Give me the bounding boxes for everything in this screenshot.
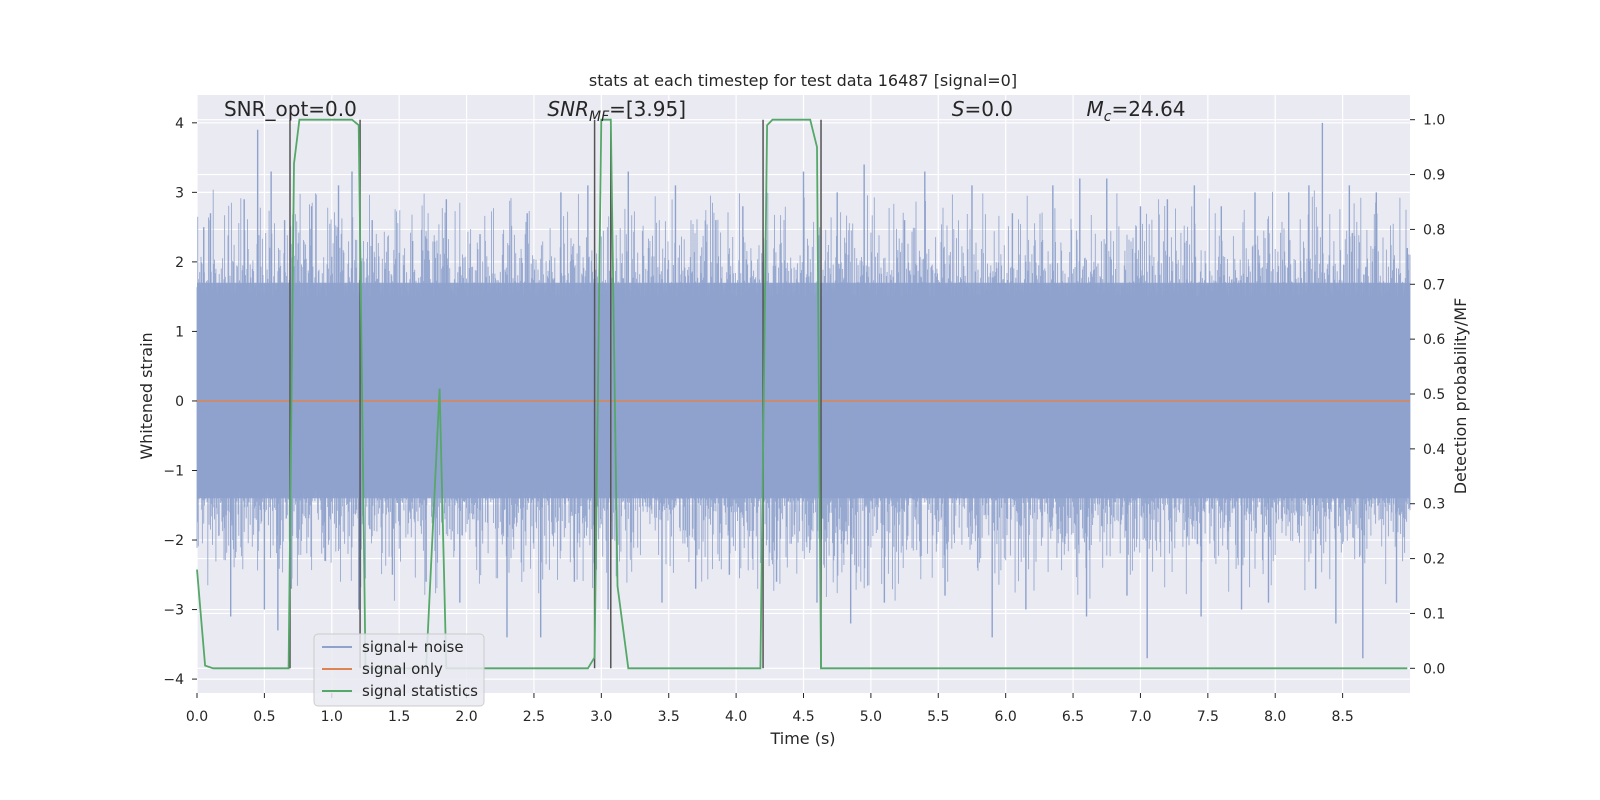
x-tick-label: 2.0 (455, 709, 477, 725)
y-tick-label: 4 (175, 116, 184, 132)
y-axis-right: 0.0 0.1 0.2 0.3 0.4 0.5 0.6 0.7 0.8 0.9 1.0 (1410, 113, 1445, 677)
x-tick-label: 5.5 (927, 709, 949, 725)
y-tick-label: −2 (163, 533, 184, 549)
y2-tick-label: 0.0 (1423, 661, 1445, 677)
legend-label: signal+ noise (362, 638, 464, 656)
y-tick-label: 2 (175, 255, 184, 271)
y2-tick-label: 0.6 (1423, 332, 1445, 348)
y-tick-label: −3 (163, 603, 184, 619)
y2-tick-label: 0.1 (1423, 606, 1445, 622)
y-axis-left: −4 −3 −2 −1 0 1 2 3 4 (163, 116, 197, 688)
y2-tick-label: 0.9 (1423, 168, 1445, 184)
legend-box (313, 633, 485, 707)
y2-tick-label: 0.8 (1423, 222, 1445, 238)
series-lines (196, 118, 1410, 670)
annotation-text: Mc=24.64 (1087, 97, 1186, 125)
x-tick-label: 5.0 (860, 709, 882, 725)
annotations: SNR_opt=0.0 SNRMF=[3.95] S=0.0 Mc=24.64 (224, 97, 1186, 125)
x-tick-label: 2.5 (523, 709, 545, 725)
y2-tick-label: 0.4 (1423, 442, 1445, 458)
x-tick-label: 4.5 (792, 709, 814, 725)
annotation-text: S=0.0 (952, 97, 1013, 121)
x-tick-label: 7.0 (1129, 709, 1151, 725)
legend-label: signal only (362, 660, 443, 678)
y-tick-label: −4 (163, 672, 184, 688)
x-tick-label: 3.5 (658, 709, 680, 725)
x-tick-label: 6.0 (995, 709, 1017, 725)
y2-axis-title: Detection probability/MF (1451, 298, 1470, 495)
chart-title: stats at each timestep for test data 164… (589, 71, 1017, 90)
y2-tick-label: 1.0 (1423, 113, 1445, 129)
x-tick-label: 6.5 (1062, 709, 1084, 725)
x-axis: 0.0 0.5 1.0 1.5 2.0 2.5 3.0 3.5 4.0 4.5 5.0 5.5 6.0 6… (186, 693, 1354, 725)
y2-tick-label: 0.3 (1423, 497, 1445, 513)
y-tick-label: −1 (163, 463, 184, 479)
y-tick-label: 1 (175, 324, 184, 340)
x-tick-label: 8.0 (1264, 709, 1286, 725)
y-tick-label: 3 (175, 185, 184, 201)
x-tick-label: 3.0 (590, 709, 612, 725)
x-tick-label: 0.0 (186, 709, 208, 725)
x-tick-label: 1.5 (388, 709, 410, 725)
annotation-text: SNRMF=[3.95] (547, 97, 686, 125)
x-tick-label: 4.0 (725, 709, 747, 725)
x-tick-label: 0.5 (253, 709, 275, 725)
series-signal-plus-noise (196, 122, 1411, 659)
y-axis-title: Whitened strain (137, 332, 156, 459)
y2-tick-label: 0.2 (1423, 552, 1445, 568)
y2-tick-label: 0.7 (1423, 277, 1445, 293)
y-tick-label: 0 (175, 394, 184, 410)
legend-label: signal statistics (362, 682, 478, 700)
legend: signal+ noise signal only signal statistic… (313, 633, 485, 707)
annotation-text: SNR_opt=0.0 (224, 97, 357, 121)
y2-tick-label: 0.5 (1423, 387, 1445, 403)
x-axis-title: Time (s) (769, 729, 835, 748)
series-signal-statistics (196, 118, 1408, 670)
x-tick-label: 1.0 (321, 709, 343, 725)
x-tick-label: 8.5 (1331, 709, 1353, 725)
x-tick-label: 7.5 (1197, 709, 1219, 725)
